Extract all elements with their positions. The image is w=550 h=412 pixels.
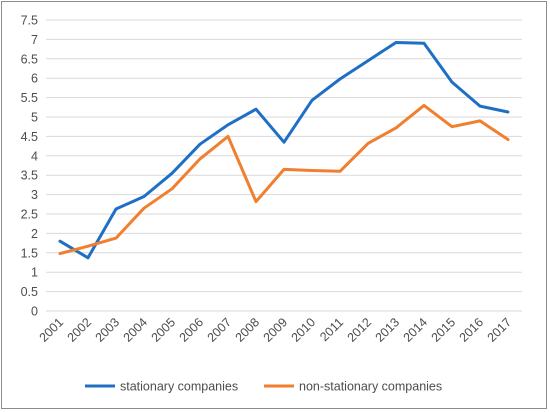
series-line-1 [58, 41, 510, 260]
x-tick-label: 2012 [345, 315, 375, 345]
y-tick-label: 5 [31, 111, 38, 125]
y-tick-label: 7 [31, 33, 38, 47]
x-tick-label: 2009 [261, 315, 291, 345]
legend-label-1: stationary companies [120, 380, 238, 394]
y-tick-label: 2 [31, 227, 38, 241]
series-line-2 [58, 103, 510, 256]
x-tick-label: 2008 [233, 315, 263, 345]
y-tick-label: 3 [31, 188, 38, 202]
y-tick-label: 6 [31, 72, 38, 86]
y-axis-tick-labels: 0 0.5 1 1.5 2 2.5 3 3.5 4 4.5 5 5.5 6 6.5 7 7.5 [21, 14, 38, 319]
series-lines [58, 41, 510, 260]
y-tick-label: 4 [31, 149, 38, 163]
x-tick-label: 2003 [93, 315, 123, 345]
x-tick-label: 2013 [373, 315, 403, 345]
x-tick-label: 2007 [205, 315, 235, 345]
y-tick-label: 3.5 [21, 169, 38, 183]
y-tick-label: 1 [31, 266, 38, 280]
x-tick-label: 2015 [429, 315, 459, 345]
x-tick-label: 2004 [121, 315, 151, 345]
y-tick-label: 2.5 [21, 208, 38, 222]
x-tick-label: 2006 [177, 315, 207, 345]
x-tick-label: 2010 [289, 315, 319, 345]
x-tick-label: 2011 [317, 315, 346, 344]
y-tick-label: 4.5 [21, 130, 38, 144]
x-tick-label: 2002 [65, 315, 95, 345]
y-tick-label: 7.5 [21, 14, 38, 28]
y-tick-label: 6.5 [21, 52, 38, 66]
x-tick-label: 2001 [37, 315, 67, 345]
x-axis-tick-labels: 2001200220032004200520062007200820092010… [37, 315, 515, 345]
y-tick-label: 0 [31, 305, 38, 319]
y-tick-label: 0.5 [21, 285, 38, 299]
y-tick-label: 1.5 [21, 246, 38, 260]
y-tick-label: 5.5 [21, 91, 38, 105]
x-tick-label: 2016 [457, 315, 487, 345]
legend: stationary companies non-stationary compa… [85, 380, 442, 394]
legend-label-2: non-stationary companies [299, 380, 442, 394]
x-tick-label: 2014 [401, 315, 431, 345]
x-tick-label: 2005 [149, 315, 179, 345]
x-tick-label: 2017 [485, 315, 515, 345]
gridlines [46, 19, 522, 312]
